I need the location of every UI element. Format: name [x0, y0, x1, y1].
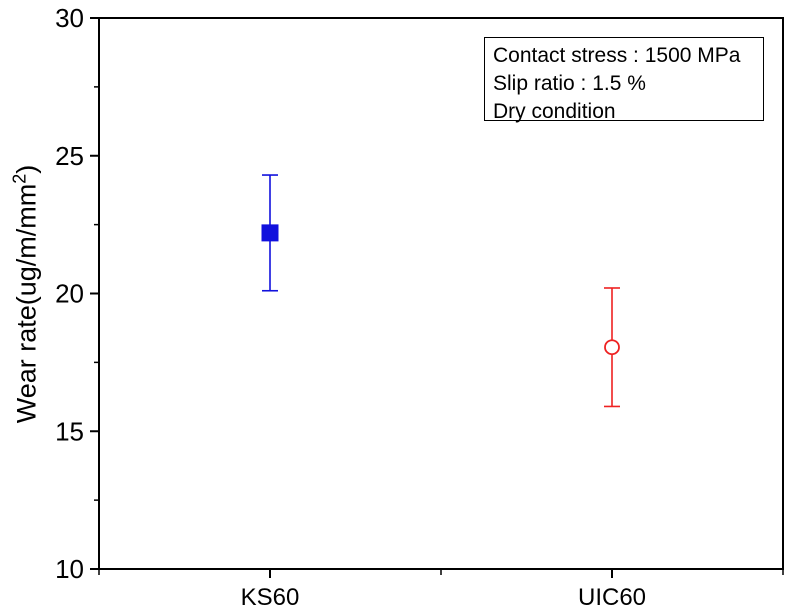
y-axis-title-superscript: 2: [9, 173, 30, 184]
data-point-ks60: [261, 224, 279, 242]
y-axis-tick-label: 30: [55, 3, 84, 33]
y-axis-tick-label: 25: [55, 141, 84, 171]
x-axis-category-label: KS60: [241, 584, 300, 611]
y-axis-tick-label: 10: [55, 554, 84, 584]
annotation-line-contact-stress: Contact stress : 1500 MPa: [493, 44, 741, 67]
annotation-line-condition: Dry condition: [493, 100, 616, 123]
y-axis-tick-label: 20: [55, 279, 84, 309]
y-axis-title-suffix: ): [11, 164, 42, 174]
data-point-uic60: [604, 339, 620, 356]
y-axis-tick-label: 15: [55, 416, 84, 446]
x-axis-category-label: UIC60: [578, 584, 646, 611]
annotation-line-slip-ratio: Slip ratio : 1.5 %: [493, 72, 646, 95]
annotation-box: Contact stress : 1500 MPa Slip ratio : 1…: [484, 37, 764, 123]
y-axis-title-text: Wear rate(ug/m/mm: [11, 183, 42, 424]
y-axis-title: Wear rate(ug/m/mm2): [9, 164, 43, 424]
